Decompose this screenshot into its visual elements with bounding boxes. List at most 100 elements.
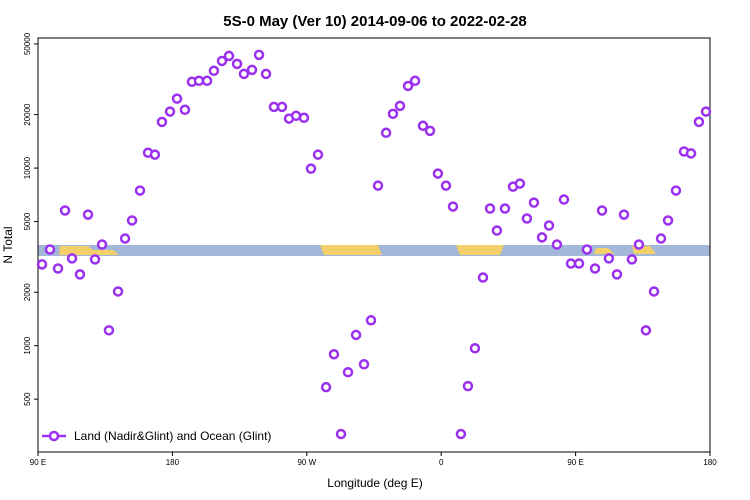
plot-frame [37,37,711,453]
point [409,75,421,87]
y-axis-label: N Total [1,226,15,263]
x-tick-label: 90 E [567,458,583,467]
point [223,50,235,62]
point [126,215,138,226]
chart-title: 5S-0 May (Ver 10) 2014-09-06 to 2022-02-… [223,13,527,30]
point [611,269,623,280]
legend-label: Land (Nadir&Glint) and Ocean (Glint) [74,429,271,443]
point [335,428,347,440]
point [89,254,101,265]
point [74,269,86,280]
point [662,215,674,226]
point [394,100,406,112]
point [618,209,630,220]
point [365,315,377,326]
point [119,233,131,244]
point [59,205,71,216]
point [66,253,78,264]
point [484,203,496,214]
point [670,185,682,196]
point [432,168,444,179]
point [558,194,570,205]
y-tick-label: 500 [23,392,32,406]
y-tick-label: 2000 [23,283,32,301]
point [171,93,183,104]
point [380,127,392,139]
point [44,244,56,255]
point [298,112,310,124]
y-tick-label: 10000 [23,156,32,179]
point [424,125,436,137]
point [685,148,697,159]
legend-marker [48,430,60,442]
point [312,149,324,160]
x-tick-label: 90 W [297,458,316,467]
point [350,329,362,341]
point [238,68,250,80]
point [469,343,481,354]
point [193,75,205,87]
point [514,178,526,189]
point [231,58,243,70]
point [543,220,555,231]
point [521,213,533,224]
x-axis-label: Longitude (deg E) [327,476,422,490]
point [82,209,94,220]
y-tick-label: 5000 [23,212,32,230]
point [477,272,489,283]
point [700,106,712,117]
point [208,65,220,77]
point [528,197,540,208]
point [96,239,108,250]
point [134,185,146,196]
point [342,366,354,378]
point [491,225,503,236]
point [648,286,660,297]
point [201,75,213,87]
point [581,244,593,255]
point [52,263,64,274]
point [268,101,280,113]
point [565,258,577,269]
y-tick-label: 20000 [23,103,32,126]
point [455,428,467,440]
point [640,325,652,336]
point [402,80,414,92]
point [260,68,272,80]
point [573,258,585,269]
point [328,348,340,360]
point [36,259,48,270]
point [305,163,317,174]
point [499,203,511,214]
point [536,232,548,243]
point [655,233,667,244]
y-tick-label: 1000 [23,336,32,354]
point [276,101,288,113]
point [164,106,176,117]
point [596,205,608,216]
point [440,180,452,191]
point [253,49,265,61]
point [387,108,399,120]
point [372,180,384,191]
land-band [38,245,710,256]
x-tick-label: 180 [703,458,717,467]
point [633,239,645,250]
point [693,116,705,128]
point [320,381,332,393]
point [179,104,191,116]
point [462,380,474,392]
point [626,254,638,265]
point [156,116,168,128]
point [603,253,615,264]
point [103,325,115,336]
x-tick-label: 90 E [30,458,46,467]
point [246,64,258,76]
point [589,263,601,274]
point [417,120,429,132]
point [447,201,459,212]
point [149,149,161,160]
x-tick-label: 180 [166,458,180,467]
point [551,239,563,250]
